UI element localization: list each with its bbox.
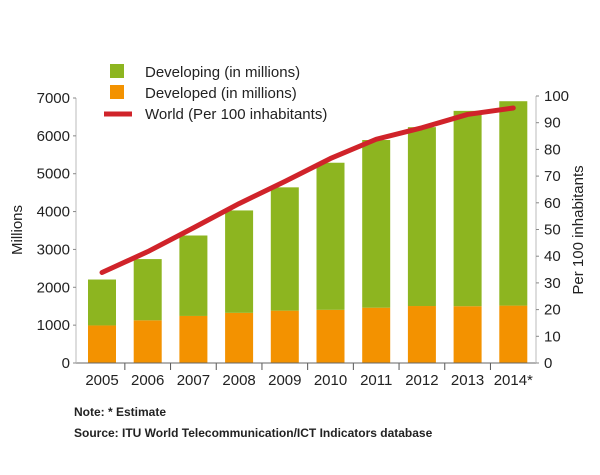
- x-tick-label: 2009: [268, 372, 301, 389]
- x-tick-label: 2012: [405, 372, 438, 389]
- bar-developed-2005: [88, 325, 116, 363]
- x-tick-label: 2007: [177, 372, 210, 389]
- right-tick-label: 70: [544, 168, 561, 185]
- world-line-path: [99, 105, 516, 275]
- legend-swatch-developing: [110, 64, 124, 78]
- bar-developed-2011: [362, 307, 391, 363]
- left-tick-label: 2000: [37, 279, 70, 296]
- world-line: [99, 105, 516, 275]
- right-tick-label: 20: [544, 302, 561, 319]
- right-tick-label: 50: [544, 222, 561, 239]
- bar-developed-2006: [133, 320, 162, 363]
- x-tick-label: 2005: [85, 372, 118, 389]
- left-tick-label: 5000: [37, 166, 70, 183]
- bar-developed-2010: [316, 309, 345, 363]
- bar-developed-2012: [407, 306, 436, 363]
- bar-developed-2007: [179, 315, 208, 363]
- left-axis-label: Millions: [9, 205, 26, 255]
- right-tick-label: 10: [544, 328, 561, 345]
- note-text: Note: * Estimate: [74, 405, 166, 419]
- right-axis-label: Per 100 inhabitants: [570, 165, 587, 294]
- x-tick-label: 2011: [360, 372, 392, 389]
- bar-developing-2013: [453, 110, 482, 307]
- left-tick-label: 7000: [37, 90, 70, 107]
- bar-developing-2010: [316, 162, 345, 310]
- x-tick-label: 2010: [314, 372, 347, 389]
- bar-developing-2006: [133, 259, 162, 321]
- bar-developing-2012: [407, 127, 436, 307]
- bar-developed-2008: [225, 312, 254, 363]
- legend-label-developed: Developed (in millions): [145, 85, 297, 102]
- x-tick-label: 2008: [222, 372, 255, 389]
- right-tick-label: 30: [544, 275, 561, 292]
- right-tick-label: 80: [544, 141, 561, 158]
- x-tick-label: 2006: [131, 372, 164, 389]
- bar-developing-2011: [362, 140, 391, 308]
- bar-developing-2007: [179, 235, 208, 316]
- bar-developing-2009: [270, 187, 299, 311]
- bars: [88, 101, 528, 363]
- source-text: Source: ITU World Telecommunication/ICT …: [74, 426, 433, 440]
- bar-developed-2014*: [499, 305, 528, 363]
- legend-swatch-developed: [110, 85, 124, 99]
- bar-developing-2008: [225, 210, 254, 313]
- legend: Developing (in millions) Developed (in mi…: [104, 64, 327, 123]
- right-tick-label: 100: [544, 88, 569, 105]
- bar-developing-2005: [88, 279, 116, 326]
- bar-developed-2013: [453, 306, 482, 363]
- left-tick-label: 3000: [37, 241, 70, 258]
- bar-developed-2009: [270, 310, 299, 363]
- x-tick-label: 2014*: [494, 372, 533, 389]
- right-tick-label: 60: [544, 195, 561, 212]
- axes: 2005 2006 2007 2008 2009 2010 2011 2012 2013 2014…: [37, 88, 569, 389]
- left-tick-label: 4000: [37, 204, 70, 221]
- right-tick-label: 90: [544, 115, 561, 132]
- legend-label-developing: Developing (in millions): [145, 64, 300, 81]
- left-tick-label: 0: [62, 355, 70, 372]
- left-tick-label: 6000: [37, 128, 70, 145]
- legend-label-world: World (Per 100 inhabitants): [145, 106, 327, 123]
- left-tick-label: 1000: [37, 317, 70, 334]
- right-tick-label: 40: [544, 248, 561, 265]
- right-tick-label: 0: [544, 355, 552, 372]
- x-tick-label: 2013: [451, 372, 484, 389]
- bar-developing-2014*: [499, 101, 528, 306]
